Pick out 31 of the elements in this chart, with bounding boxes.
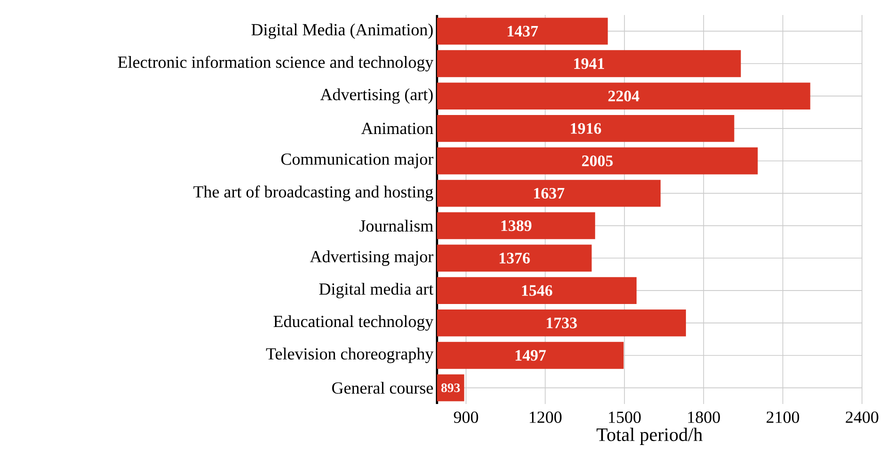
data-label: 1941 (574, 58, 604, 69)
x-tick-label: 1200 (530, 412, 562, 423)
data-label: 2204 (608, 90, 640, 102)
data-label: 1437 (508, 26, 538, 37)
y-tick-label: Communication major (281, 153, 434, 168)
y-tick-label: General course (332, 382, 433, 394)
y-tick-label: Animation (361, 122, 434, 134)
y-tick-label: Digital media art (319, 282, 434, 298)
data-label: 1733 (546, 318, 577, 328)
data-label: 1546 (522, 285, 552, 296)
data-label: 1497 (516, 350, 546, 361)
data-label: 1637 (534, 188, 564, 199)
data-label: 893 (441, 383, 460, 392)
y-tick-label: Educational technology (274, 315, 434, 331)
y-tick-label: Television choreography (266, 348, 434, 364)
y-tick-label: Journalism (360, 220, 434, 232)
x-tick-label: 900 (454, 412, 478, 423)
y-tick-label: The art of broadcasting and hosting (193, 186, 434, 202)
y-tick-label: Advertising (art) (320, 88, 433, 104)
x-tick-label: 1500 (608, 412, 641, 423)
y-tick-label: Advertising major (310, 250, 434, 266)
x-tick-label: 1800 (688, 412, 720, 423)
data-label: 1916 (570, 123, 602, 134)
y-tick-label: Electronic information science and technology (118, 56, 434, 72)
x-axis-title: Total period/h (596, 428, 702, 445)
x-tick-label: 2400 (846, 412, 878, 423)
data-label: 2005 (582, 156, 613, 166)
data-label: 1389 (501, 220, 532, 232)
data-label: 1376 (500, 252, 530, 264)
x-tick-label: 2100 (766, 412, 800, 423)
y-tick-label: Digital Media (Animation) (251, 24, 433, 39)
